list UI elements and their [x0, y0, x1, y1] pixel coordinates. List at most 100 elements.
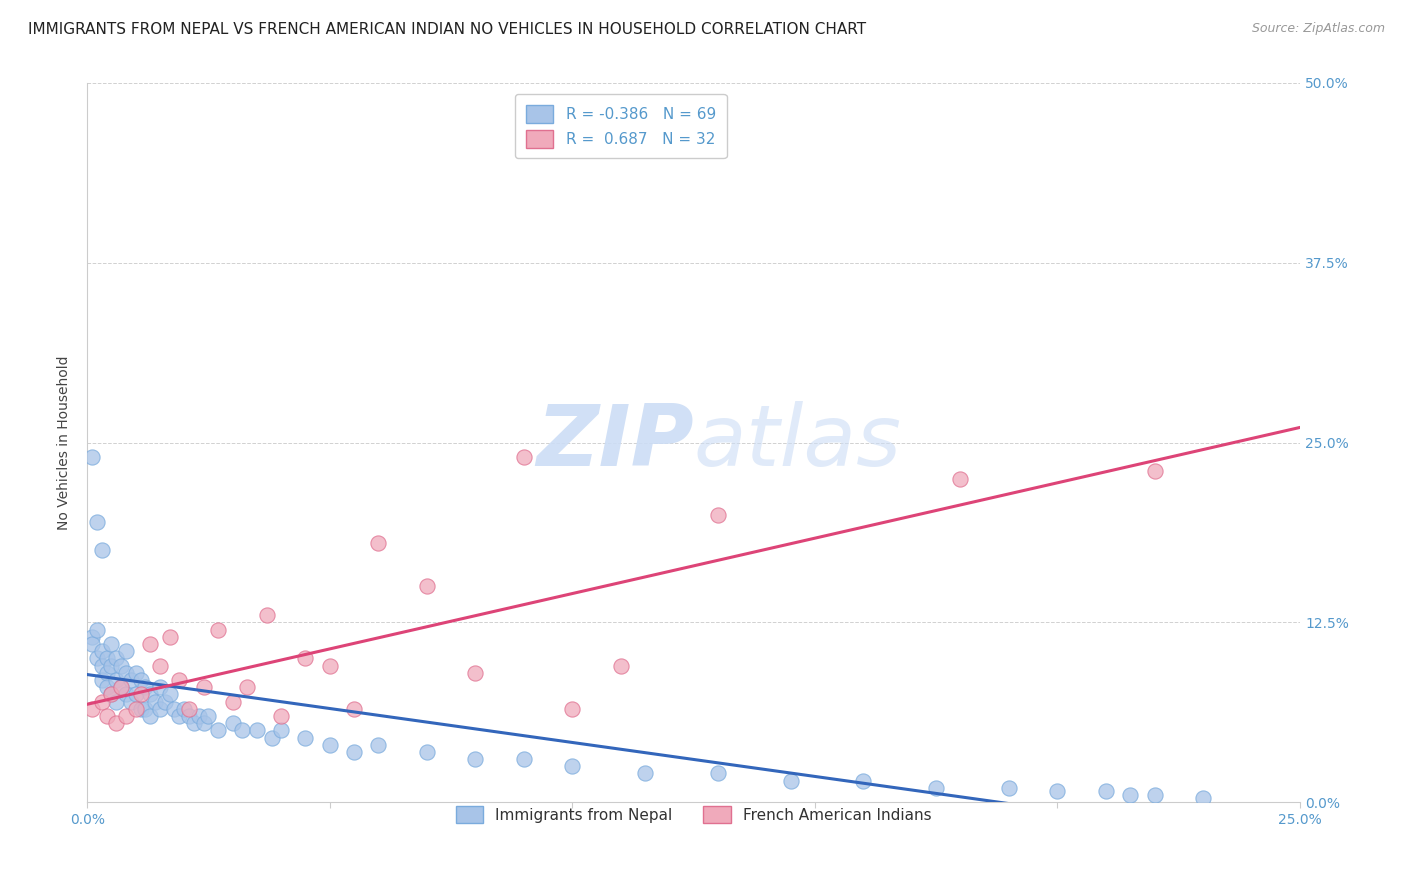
Point [110, 680, 132, 694]
Point [416, 579, 439, 593]
Point [1192, 791, 1215, 805]
Point [207, 623, 229, 637]
Point [149, 658, 172, 673]
Point [207, 723, 229, 738]
Point [707, 508, 730, 522]
Point [90, 644, 112, 658]
Point [270, 723, 292, 738]
Point [120, 694, 142, 708]
Point [231, 723, 253, 738]
Point [100, 658, 122, 673]
Point [610, 658, 633, 673]
Point [100, 637, 122, 651]
Point [80, 630, 103, 644]
Point [96, 709, 118, 723]
Point [193, 716, 215, 731]
Point [139, 687, 162, 701]
Point [319, 658, 342, 673]
Point [153, 694, 176, 708]
Point [561, 759, 583, 773]
Text: Source: ZipAtlas.com: Source: ZipAtlas.com [1251, 22, 1385, 36]
Point [1046, 783, 1069, 797]
Point [187, 709, 209, 723]
Point [464, 665, 486, 680]
Point [1095, 783, 1118, 797]
Point [86, 623, 108, 637]
Point [260, 731, 283, 745]
Point [129, 673, 152, 687]
Point [169, 709, 191, 723]
Point [129, 702, 152, 716]
Point [464, 752, 486, 766]
Point [80, 450, 103, 464]
Point [90, 673, 112, 687]
Point [110, 680, 132, 694]
Text: atlas: atlas [693, 401, 901, 484]
Point [80, 637, 103, 651]
Point [105, 694, 128, 708]
Point [294, 651, 316, 665]
Point [998, 780, 1021, 795]
Point [169, 673, 191, 687]
Point [115, 644, 138, 658]
Point [416, 745, 439, 759]
Point [115, 709, 138, 723]
Point [1143, 464, 1166, 478]
Point [80, 702, 103, 716]
Point [177, 702, 200, 716]
Text: IMMIGRANTS FROM NEPAL VS FRENCH AMERICAN INDIAN NO VEHICLES IN HOUSEHOLD CORRELA: IMMIGRANTS FROM NEPAL VS FRENCH AMERICAN… [28, 22, 866, 37]
Point [779, 773, 801, 788]
Point [143, 694, 166, 708]
Point [634, 766, 657, 780]
Point [120, 673, 142, 687]
Point [513, 450, 536, 464]
Point [256, 608, 278, 623]
Point [90, 694, 112, 708]
Point [139, 709, 162, 723]
Point [159, 687, 181, 701]
Point [173, 702, 195, 716]
Point [1119, 788, 1142, 802]
Point [246, 723, 269, 738]
Point [222, 694, 245, 708]
Point [115, 665, 138, 680]
Text: ZIP: ZIP [536, 401, 693, 484]
Point [115, 687, 138, 701]
Point [96, 665, 118, 680]
Point [367, 738, 389, 752]
Point [949, 472, 972, 486]
Point [105, 651, 128, 665]
Point [110, 658, 132, 673]
Point [149, 702, 172, 716]
Point [105, 716, 128, 731]
Point [707, 766, 730, 780]
Point [90, 658, 112, 673]
Point [124, 687, 146, 701]
Point [513, 752, 536, 766]
Point [159, 630, 181, 644]
Point [319, 738, 342, 752]
Point [222, 716, 245, 731]
Point [294, 731, 316, 745]
Point [100, 687, 122, 701]
Point [124, 665, 146, 680]
Point [852, 773, 875, 788]
Point [124, 702, 146, 716]
Point [100, 687, 122, 701]
Point [236, 680, 259, 694]
Point [96, 680, 118, 694]
Y-axis label: No Vehicles in Household: No Vehicles in Household [58, 355, 72, 530]
Point [197, 709, 219, 723]
Point [163, 702, 186, 716]
Point [129, 687, 152, 701]
Point [193, 680, 215, 694]
Point [86, 515, 108, 529]
Point [86, 651, 108, 665]
Point [1143, 788, 1166, 802]
Point [134, 702, 156, 716]
Point [177, 709, 200, 723]
Point [270, 709, 292, 723]
Point [561, 702, 583, 716]
Point [96, 651, 118, 665]
Point [105, 673, 128, 687]
